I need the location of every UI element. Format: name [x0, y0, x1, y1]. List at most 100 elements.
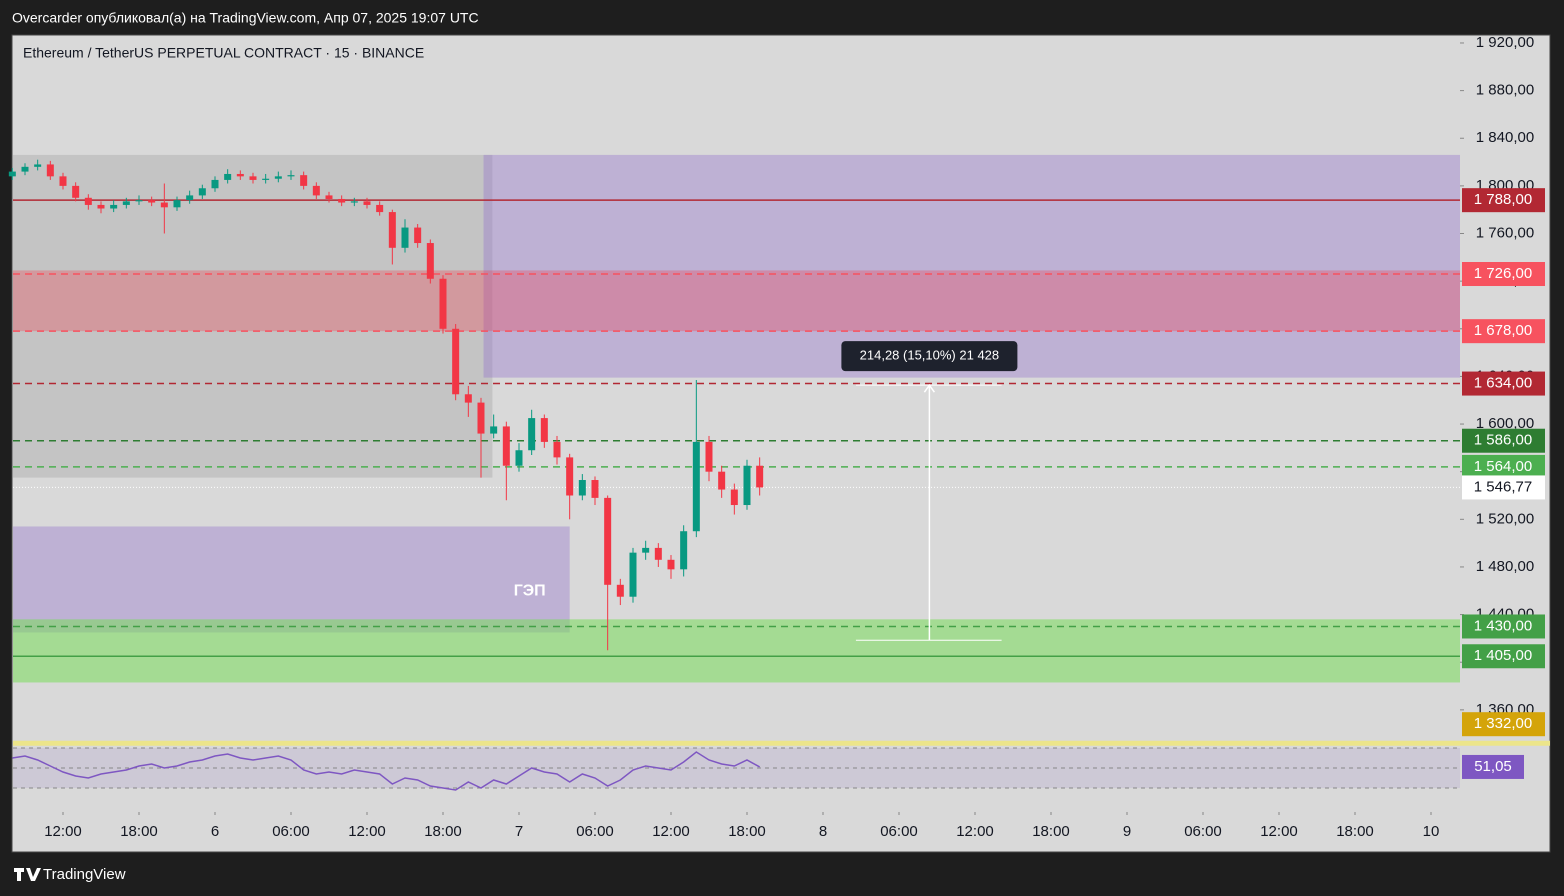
price-label-bg — [1462, 262, 1545, 287]
candle-body — [338, 198, 346, 203]
candle-body — [350, 201, 358, 203]
candle-body — [236, 173, 244, 177]
candle-body — [21, 166, 29, 172]
x-tick-label: 7 — [515, 823, 523, 840]
candle-body — [464, 394, 472, 403]
x-tick-label: 12:00 — [956, 823, 994, 840]
x-tick-label: 12:00 — [348, 823, 386, 840]
price-label-bg — [1462, 188, 1545, 213]
rsi-value-label: 51,05 — [1474, 758, 1512, 775]
zone — [13, 526, 570, 633]
price-label-bg — [1462, 644, 1545, 669]
candle-body — [198, 188, 206, 196]
candle-body — [553, 441, 561, 458]
price-label: 1 332,00 — [1474, 715, 1532, 732]
candle-body — [8, 171, 16, 177]
candle-body — [262, 178, 270, 180]
candle-body — [59, 176, 67, 186]
candle-body — [642, 547, 650, 553]
candle-body — [502, 426, 510, 466]
brand-name: TradingView — [43, 866, 126, 883]
candle-body — [439, 278, 447, 329]
candle-body — [388, 212, 396, 248]
x-tick-label: 8 — [819, 823, 827, 840]
zone — [13, 270, 1460, 332]
candle-body — [604, 497, 612, 585]
candle-body — [148, 200, 156, 203]
candle-body — [477, 402, 485, 434]
price-label-bg — [1462, 614, 1545, 639]
chart-title: Ethereum / TetherUS PERPETUAL CONTRACT ·… — [23, 45, 424, 61]
candle-body — [452, 328, 460, 395]
x-tick-label: 18:00 — [1032, 823, 1070, 840]
x-tick-label: 06:00 — [576, 823, 614, 840]
candle-body — [46, 164, 54, 177]
price-label-bg — [1462, 712, 1545, 737]
y-tick-label: 1 920,00 — [1476, 34, 1534, 51]
candle-body — [34, 164, 42, 167]
x-tick-label: 12:00 — [44, 823, 82, 840]
candle-body — [692, 441, 700, 532]
candle-body — [376, 204, 384, 213]
candle-body — [72, 185, 80, 198]
candle-body — [287, 175, 295, 177]
candle-body — [135, 200, 143, 202]
price-label-bg — [1462, 319, 1545, 344]
zone — [13, 154, 493, 478]
candle-body — [654, 547, 662, 560]
plot: ГЭП 214,28 (15,10%) 21 428 51,05 1 920,00 1 … — [8, 34, 1550, 840]
candle-body — [122, 201, 130, 205]
candle-body — [591, 480, 599, 498]
measure-box — [841, 341, 1018, 372]
price-label: 1 564,00 — [1474, 458, 1532, 475]
x-tick-label: 06:00 — [272, 823, 310, 840]
candle-body — [730, 489, 738, 506]
candle-body — [110, 204, 118, 209]
y-tick-label: 1 880,00 — [1476, 82, 1534, 99]
candle-body — [97, 204, 105, 209]
header-text: Overcarder опубликовал(а) на TradingView… — [12, 10, 479, 26]
candle-body — [629, 552, 637, 597]
y-tick-label: 1 520,00 — [1476, 510, 1534, 527]
candle-body — [274, 176, 282, 179]
measure-label: 214,28 (15,10%) 21 428 — [860, 348, 1000, 363]
price-label: 1 678,00 — [1474, 322, 1532, 339]
candle-body — [414, 227, 422, 244]
zone — [13, 619, 1460, 683]
candle-body — [490, 426, 498, 434]
candle-body — [160, 202, 168, 208]
x-tick-label: 10 — [1423, 823, 1440, 840]
price-label-bg — [1462, 454, 1545, 479]
y-tick-label: 1 760,00 — [1476, 224, 1534, 241]
price-label-bg — [1462, 428, 1545, 453]
x-tick-label: 06:00 — [880, 823, 918, 840]
chart-panel — [11, 34, 1551, 853]
y-tick-label: 1 600,00 — [1476, 415, 1534, 432]
candle-body — [224, 173, 232, 180]
rsi-value-bg — [1462, 754, 1524, 779]
candle-body — [616, 584, 624, 597]
x-tick-label: 18:00 — [728, 823, 766, 840]
x-tick-label: 9 — [1123, 823, 1131, 840]
candle-body — [401, 227, 409, 248]
candle-body — [186, 195, 194, 201]
candle-body — [84, 197, 92, 205]
candle-body — [300, 175, 308, 186]
x-tick-label: 18:00 — [1336, 823, 1374, 840]
brand-logo — [14, 868, 41, 881]
candle-body — [211, 179, 219, 189]
price-label-bg — [1462, 371, 1545, 396]
candle-body — [718, 471, 726, 490]
zone-label: ГЭП — [514, 583, 546, 600]
price-label: 1 430,00 — [1474, 617, 1532, 634]
x-tick-label: 06:00 — [1184, 823, 1222, 840]
candle-body — [325, 195, 333, 199]
x-tick-label: 18:00 — [120, 823, 158, 840]
x-tick-label: 18:00 — [424, 823, 462, 840]
footer: TradingView — [14, 866, 126, 883]
candle-body — [667, 559, 675, 570]
candle-body — [363, 201, 371, 205]
price-label: 1 586,00 — [1474, 432, 1532, 449]
